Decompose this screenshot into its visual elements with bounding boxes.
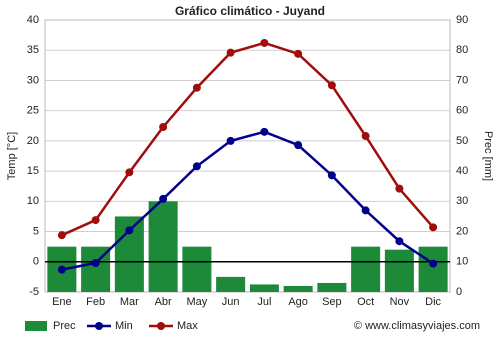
marker: [125, 168, 134, 177]
x-tick-label: Ene: [52, 296, 72, 308]
bar: [216, 276, 246, 292]
bar: [317, 282, 347, 292]
marker: [327, 81, 336, 90]
marker: [226, 136, 235, 145]
y2-tick-label: 60: [456, 105, 468, 117]
y-tick-label: 15: [27, 165, 39, 177]
legend-marker: [157, 322, 165, 330]
x-tick-label: Jun: [222, 296, 240, 308]
legend-label: Max: [177, 320, 198, 332]
y-tick-label: 25: [27, 105, 39, 117]
marker: [192, 162, 201, 171]
marker: [57, 231, 66, 240]
marker: [429, 223, 438, 232]
legend-swatch: [25, 321, 47, 331]
x-tick-label: Ago: [288, 296, 308, 308]
x-tick-label: May: [186, 296, 207, 308]
y2-axis-title: Prec [mm]: [482, 131, 494, 181]
line: [61, 41, 435, 237]
marker: [361, 132, 370, 141]
x-tick-label: Dic: [425, 296, 441, 308]
x-tick-label: Feb: [86, 296, 105, 308]
x-tick-label: Abr: [155, 296, 172, 308]
y-tick-label: 35: [27, 44, 39, 56]
y-tick-label: 0: [33, 256, 39, 268]
y-tick-label: 5: [33, 225, 39, 237]
bar: [418, 246, 448, 292]
y2-tick-label: 70: [456, 74, 468, 86]
marker: [159, 122, 168, 131]
legend-label: Min: [115, 320, 133, 332]
legend-marker: [95, 322, 103, 330]
source: © www.climasyviajes.com: [354, 320, 480, 332]
marker: [260, 127, 269, 136]
y-tick-label: 30: [27, 74, 39, 86]
y2-tick-label: 80: [456, 44, 468, 56]
marker: [159, 194, 168, 203]
y2-tick-label: 20: [456, 225, 468, 237]
y-axis-title: Temp [°C]: [6, 132, 18, 180]
x-tick-label: Mar: [120, 296, 139, 308]
bar: [351, 246, 381, 292]
y-tick-label: 40: [27, 14, 39, 26]
marker: [429, 259, 438, 268]
y-tick-label: 20: [27, 135, 39, 147]
marker: [57, 265, 66, 274]
marker: [361, 206, 370, 215]
y2-tick-label: 50: [456, 135, 468, 147]
y2-tick-label: 0: [456, 286, 462, 298]
y2-tick-label: 30: [456, 195, 468, 207]
marker: [260, 38, 269, 47]
x-tick-label: Sep: [322, 296, 342, 308]
bar: [249, 284, 279, 292]
bar: [384, 249, 414, 292]
y-tick-label: -5: [29, 286, 39, 298]
marker: [192, 83, 201, 92]
bar: [148, 201, 178, 292]
x-tick-label: Nov: [390, 296, 410, 308]
marker: [226, 48, 235, 57]
plot-border: [44, 19, 451, 293]
marker: [294, 141, 303, 150]
marker: [294, 49, 303, 58]
marker: [91, 216, 100, 225]
bar: [283, 285, 313, 292]
marker: [91, 258, 100, 267]
bar: [182, 246, 212, 292]
y2-tick-label: 10: [456, 256, 468, 268]
marker: [395, 184, 404, 193]
y-tick-label: 10: [27, 195, 39, 207]
y2-tick-label: 90: [456, 14, 468, 26]
marker: [395, 237, 404, 246]
marker: [125, 226, 134, 235]
x-tick-label: Jul: [257, 296, 271, 308]
marker: [327, 171, 336, 180]
legend-label: Prec: [53, 320, 76, 332]
x-tick-label: Oct: [357, 296, 374, 308]
chart-title: Gráfico climático - Juyand: [175, 4, 325, 18]
y2-tick-label: 40: [456, 165, 468, 177]
line: [61, 130, 434, 271]
